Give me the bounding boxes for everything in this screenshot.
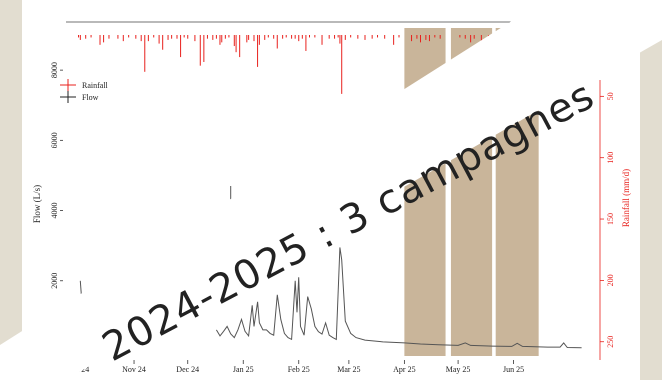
x-tick-label: Feb 25	[288, 365, 310, 374]
rainfall-tick-label: 200	[606, 274, 615, 286]
legend-rainfall-label: Rainfall	[82, 81, 109, 90]
x-tick-label: Dec 24	[176, 365, 199, 374]
x-tick-label: Jan 25	[233, 365, 254, 374]
y-tick-label: 2000	[50, 273, 59, 289]
x-tick-label: Jun 25	[503, 365, 524, 374]
rainfall-tick-label: 100	[606, 152, 615, 164]
axes	[66, 21, 601, 360]
y-tick-label: 6000	[50, 132, 59, 148]
y-tick-label: 4000	[50, 203, 59, 219]
x-tick-label: Apr 25	[393, 365, 415, 374]
background-panel-left	[0, 0, 22, 380]
rainfall-tick-label: 150	[606, 213, 615, 225]
x-tick-label: Mar 25	[337, 365, 360, 374]
x-tick-label: Nov 24	[122, 365, 146, 374]
y-tick-label: 8000	[50, 62, 59, 78]
legend-flow-label: Flow	[82, 93, 99, 102]
legend: Rainfall Flow	[60, 79, 109, 103]
x-tick-label: May 25	[446, 365, 471, 374]
background-panel-right	[640, 0, 662, 380]
flow-line-segment	[215, 247, 582, 349]
rainfall-axis-title: Rainfall (mm/d)	[621, 169, 631, 227]
rainfall-tick-label: 50	[606, 92, 615, 100]
rainfall-tick-label: 250	[606, 336, 615, 348]
flow-axis-title: Flow (L/s)	[32, 185, 42, 223]
